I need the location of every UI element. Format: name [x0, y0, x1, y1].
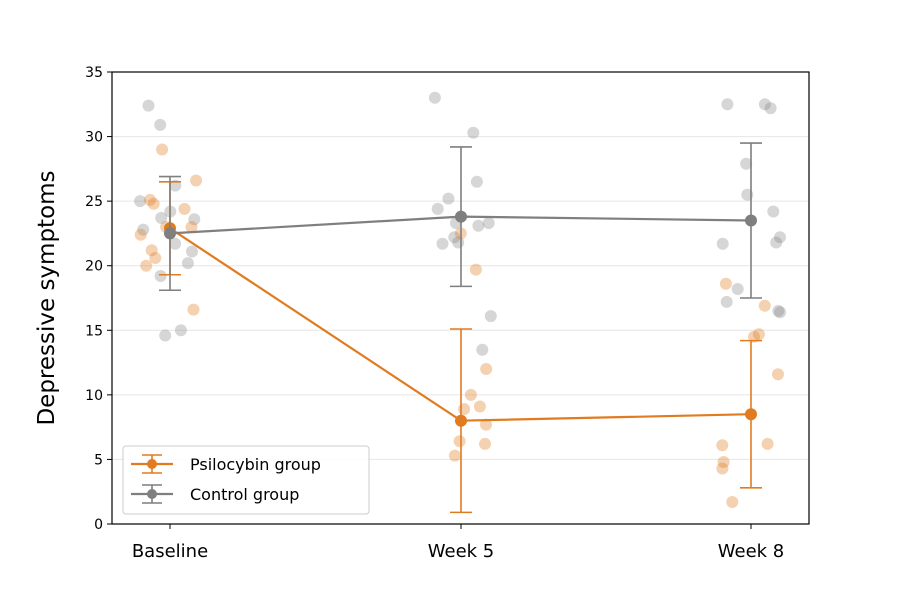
series-lines: [159, 142, 762, 514]
control-point: [169, 179, 182, 192]
control-point: [137, 223, 150, 236]
y-tick-label: 15: [85, 323, 103, 339]
psilocybin-point: [752, 328, 765, 341]
control-point: [169, 237, 182, 250]
psilocybin-point: [147, 197, 160, 210]
psilocybin-point: [726, 496, 739, 508]
psilocybin-point: [464, 388, 477, 401]
control-point: [764, 102, 777, 115]
control-point: [720, 295, 733, 308]
control-point: [774, 231, 786, 244]
control-point: [154, 118, 167, 131]
psilocybin-point: [748, 330, 760, 343]
control-point: [181, 257, 194, 270]
legend-box: [122, 445, 370, 515]
x-tick-label: Week 5: [428, 541, 495, 562]
psilocybin-point: [134, 228, 147, 241]
y-tick-label: 0: [94, 517, 103, 533]
control-point: [482, 217, 495, 230]
scatter-points: [134, 91, 787, 508]
psilocybin-point: [717, 456, 730, 468]
legend: Psilocybin group Control group: [122, 445, 370, 515]
control-point: [186, 245, 198, 258]
control-point: [716, 237, 729, 250]
y-axis: 0 5 10 15 20 25 30 35: [85, 65, 112, 533]
y-tick-label: 25: [85, 194, 103, 210]
control-point: [740, 157, 753, 170]
psilocybin-point: [140, 259, 153, 272]
psilocybin-point: [178, 202, 191, 215]
psilocybin-point: [190, 174, 203, 187]
psilocybin-point: [716, 439, 729, 452]
y-tick-label: 35: [85, 65, 103, 81]
control-point: [772, 304, 785, 317]
control-point: [428, 91, 441, 104]
y-axis-title: Depressive symptoms: [34, 170, 60, 425]
control-point: [731, 283, 744, 295]
psilocybin-point: [479, 437, 491, 450]
psilocybin-point: [716, 462, 729, 475]
psilocybin-point: [149, 252, 162, 264]
control-point: [721, 98, 734, 111]
psilocybin-mean-marker: [455, 414, 467, 427]
control-point: [770, 236, 783, 249]
control-point: [484, 310, 497, 323]
control-legend-label: Control group: [190, 485, 299, 504]
control-point: [758, 98, 771, 111]
control-point: [159, 329, 172, 342]
control-point: [436, 237, 449, 250]
control-point: [442, 192, 455, 205]
y-tick-label: 20: [85, 259, 103, 275]
psilocybin-point: [185, 221, 198, 233]
control-point: [448, 231, 461, 244]
y-tick-label: 5: [94, 452, 103, 468]
psilocybin-point: [772, 368, 784, 381]
control-point: [174, 324, 187, 337]
control-legend-marker: [147, 489, 157, 499]
psilocybin-point: [458, 403, 471, 416]
control-point: [470, 175, 483, 188]
psilocybin-point: [453, 435, 466, 448]
control-mean-marker: [455, 210, 467, 223]
control-point: [472, 219, 485, 232]
psilocybin-point: [719, 277, 732, 290]
psilocybin-point: [758, 299, 771, 312]
x-tick-label: Baseline: [132, 541, 208, 562]
psilocybin-legend-label: Psilocybin group: [190, 455, 321, 474]
psilocybin-point: [187, 303, 200, 316]
control-point: [155, 211, 168, 224]
control-point: [134, 195, 147, 208]
x-tick-label: Week 8: [718, 541, 785, 562]
psilocybin-point: [473, 400, 486, 413]
control-point: [142, 99, 155, 112]
control-point: [467, 126, 480, 139]
psilocybin-point: [761, 437, 774, 450]
psilocybin-point: [145, 244, 158, 257]
control-point: [774, 306, 787, 319]
control-mean-marker: [745, 214, 757, 227]
psilocybin-point: [469, 263, 482, 276]
control-point: [767, 205, 780, 218]
psilocybin-point: [144, 193, 156, 206]
psilocybin-legend-marker: [147, 459, 157, 469]
control-point: [154, 270, 167, 282]
psilocybin-point: [448, 449, 461, 462]
psilocybin-point: [480, 418, 492, 431]
control-point: [476, 343, 489, 356]
control-mean-marker: [164, 227, 176, 240]
control-point: [431, 202, 444, 215]
psilocybin-point: [480, 363, 493, 375]
y-tick-label: 10: [85, 388, 103, 404]
psilocybin-mean-marker: [745, 408, 757, 421]
x-axis: Baseline Week 5 Week 8: [132, 524, 784, 562]
y-tick-label: 30: [85, 130, 103, 146]
control-point: [188, 213, 201, 226]
psilocybin-point: [156, 143, 169, 156]
